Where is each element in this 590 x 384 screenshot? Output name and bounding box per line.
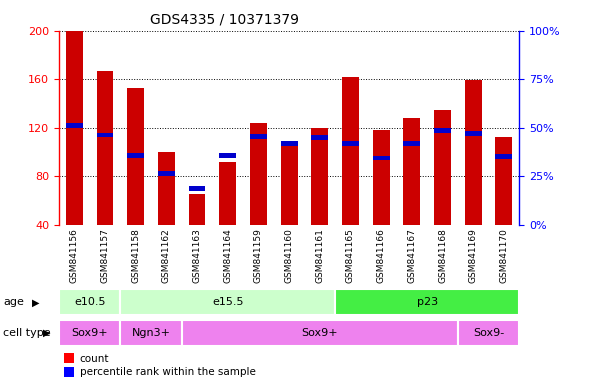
Bar bbox=[281, 141, 297, 146]
Bar bbox=[120, 320, 182, 346]
Bar bbox=[219, 153, 236, 158]
Bar bbox=[335, 290, 519, 315]
Text: p23: p23 bbox=[417, 297, 438, 308]
Bar bbox=[189, 186, 205, 191]
Text: GSM841164: GSM841164 bbox=[223, 228, 232, 283]
Bar bbox=[434, 109, 451, 225]
Bar bbox=[127, 153, 144, 158]
Bar bbox=[373, 130, 389, 225]
Bar bbox=[97, 71, 113, 225]
Bar bbox=[66, 123, 83, 128]
Text: GSM841157: GSM841157 bbox=[100, 228, 110, 283]
Text: GSM841161: GSM841161 bbox=[315, 228, 324, 283]
Bar bbox=[64, 353, 74, 363]
Text: GSM841168: GSM841168 bbox=[438, 228, 447, 283]
Bar bbox=[127, 88, 144, 225]
Bar bbox=[496, 137, 512, 225]
Bar bbox=[465, 131, 481, 136]
Text: Sox9+: Sox9+ bbox=[71, 328, 108, 338]
Bar bbox=[59, 320, 120, 346]
Bar bbox=[496, 154, 512, 159]
Text: e10.5: e10.5 bbox=[74, 297, 106, 308]
Text: GSM841163: GSM841163 bbox=[192, 228, 202, 283]
Bar bbox=[64, 367, 74, 377]
Text: GSM841158: GSM841158 bbox=[131, 228, 140, 283]
Text: GSM841156: GSM841156 bbox=[70, 228, 79, 283]
Bar bbox=[404, 118, 420, 225]
Text: Sox9+: Sox9+ bbox=[301, 328, 338, 338]
Bar bbox=[342, 77, 359, 225]
Bar bbox=[465, 80, 481, 225]
Bar bbox=[312, 128, 328, 225]
Bar bbox=[404, 141, 420, 146]
Bar bbox=[120, 290, 335, 315]
Bar bbox=[373, 156, 389, 161]
Text: cell type: cell type bbox=[3, 328, 51, 338]
Text: e15.5: e15.5 bbox=[212, 297, 244, 308]
Bar bbox=[342, 141, 359, 146]
Text: GSM841166: GSM841166 bbox=[376, 228, 386, 283]
Text: GSM841159: GSM841159 bbox=[254, 228, 263, 283]
Bar bbox=[158, 171, 175, 176]
Text: count: count bbox=[80, 354, 109, 364]
Bar bbox=[434, 128, 451, 132]
Bar bbox=[158, 152, 175, 225]
Text: GSM841162: GSM841162 bbox=[162, 228, 171, 283]
Text: GSM841160: GSM841160 bbox=[284, 228, 294, 283]
Bar bbox=[59, 290, 120, 315]
Text: GDS4335 / 10371379: GDS4335 / 10371379 bbox=[150, 12, 299, 26]
Bar bbox=[250, 123, 267, 225]
Bar bbox=[97, 132, 113, 137]
Bar bbox=[189, 194, 205, 225]
Bar bbox=[250, 134, 267, 139]
Text: ▶: ▶ bbox=[43, 328, 51, 338]
Text: GSM841167: GSM841167 bbox=[407, 228, 417, 283]
Text: GSM841170: GSM841170 bbox=[499, 228, 509, 283]
Text: Ngn3+: Ngn3+ bbox=[132, 328, 171, 338]
Bar bbox=[66, 31, 83, 225]
Text: GSM841165: GSM841165 bbox=[346, 228, 355, 283]
Text: ▶: ▶ bbox=[32, 297, 40, 308]
Text: percentile rank within the sample: percentile rank within the sample bbox=[80, 367, 255, 377]
Bar bbox=[219, 162, 236, 225]
Text: GSM841169: GSM841169 bbox=[468, 228, 478, 283]
Text: Sox9-: Sox9- bbox=[473, 328, 504, 338]
Bar bbox=[281, 146, 297, 225]
Bar bbox=[458, 320, 519, 346]
Bar bbox=[182, 320, 458, 346]
Bar bbox=[312, 135, 328, 140]
Text: age: age bbox=[3, 297, 24, 308]
